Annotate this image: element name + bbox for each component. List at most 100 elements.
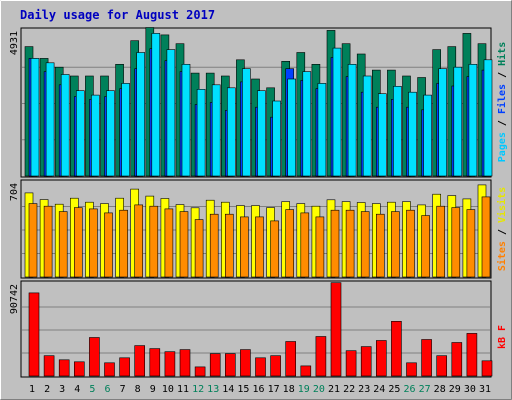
x-tick-label: 12 <box>192 384 204 395</box>
bar-kb-f <box>134 345 145 377</box>
bar-pages <box>483 59 493 177</box>
bar-sites <box>391 211 400 278</box>
legend-hits_files_pages: Pages / Files / Hits <box>496 42 508 162</box>
bar-sites <box>119 209 128 278</box>
bar-sites <box>345 209 355 278</box>
x-tick-label: 26 <box>403 384 415 395</box>
bar-sites <box>58 211 68 278</box>
x-tick-label: 3 <box>59 384 65 395</box>
bars-layer <box>24 27 493 377</box>
bar-sites <box>330 209 340 278</box>
bar-kb-f <box>360 346 372 377</box>
bar-sites <box>451 207 461 278</box>
bar-sites <box>74 207 83 278</box>
bar-sites <box>28 203 38 278</box>
bar-sites <box>179 211 189 278</box>
bar-pages <box>272 100 281 177</box>
x-tick-label: 4 <box>74 384 80 395</box>
legend-visits_sites: Sites / Visits <box>496 187 508 271</box>
bar-sites <box>89 208 98 278</box>
bar-sites <box>481 196 491 278</box>
bar-kb-f <box>300 365 312 377</box>
bar-pages <box>242 68 251 177</box>
bar-sites <box>209 213 219 278</box>
bar-sites <box>466 209 476 278</box>
x-tick-label: 29 <box>449 384 461 395</box>
x-tick-label: 23 <box>358 384 370 395</box>
x-tick-label: 19 <box>298 384 310 395</box>
bar-sites <box>240 216 249 278</box>
bar-sites <box>134 204 143 278</box>
bar-kb-f <box>43 355 55 377</box>
bar-kb-f <box>421 339 432 377</box>
bar-pages <box>106 90 115 177</box>
bar-pages <box>453 66 463 177</box>
bar-kb-f <box>58 359 70 377</box>
bar-kb-f <box>209 353 221 377</box>
x-tick-label: 13 <box>207 384 219 395</box>
bar-sites <box>406 209 415 278</box>
bar-kb-f <box>194 366 206 377</box>
bar-pages <box>181 64 191 177</box>
bar-sites <box>315 216 325 278</box>
bar-pages <box>257 90 266 177</box>
bar-pages <box>377 93 387 177</box>
bar-sites <box>164 208 174 278</box>
bar-sites <box>300 212 310 278</box>
bar-kb-f <box>375 340 387 377</box>
bar-sites <box>360 211 370 278</box>
bar-kb-f <box>89 337 100 377</box>
x-tick-label: 15 <box>237 384 249 395</box>
bar-pages <box>91 94 100 177</box>
bar-pages <box>60 74 70 177</box>
legend-entry: Hits <box>496 42 508 72</box>
bar-sites <box>194 219 204 278</box>
legend-entry: / <box>497 120 508 132</box>
legend-entry: Files <box>496 84 508 120</box>
y-max-label: 704 <box>9 183 20 201</box>
bar-sites <box>436 205 446 278</box>
bar-kb-f <box>451 342 463 377</box>
bar-kb-f <box>315 336 327 377</box>
x-tick-label: 24 <box>373 384 385 395</box>
bar-pages <box>76 90 85 177</box>
legend-entry: Visits <box>496 187 508 229</box>
x-tick-label: 25 <box>388 384 400 395</box>
x-tick-label: 18 <box>283 384 295 395</box>
x-tick-label: 11 <box>177 384 189 395</box>
bar-sites <box>270 220 279 278</box>
bar-pages <box>136 52 145 177</box>
bar-sites <box>104 212 113 278</box>
bar-kb-f <box>179 349 191 377</box>
bar-pages <box>423 94 432 177</box>
bar-kb-f <box>255 357 266 377</box>
x-tick-label: 6 <box>104 384 110 395</box>
x-tick-label: 2 <box>44 384 50 395</box>
bar-pages <box>438 68 448 177</box>
x-tick-label: 31 <box>479 384 491 395</box>
legend-entry: / <box>497 229 508 241</box>
x-tick-label: 20 <box>313 384 325 395</box>
bar-sites <box>421 215 430 278</box>
legend-entry: Pages <box>497 132 508 162</box>
x-tick-label: 9 <box>150 384 156 395</box>
bar-kb-f <box>28 292 40 377</box>
y-max-label: 4931 <box>9 31 20 55</box>
x-tick-label: 17 <box>268 384 280 395</box>
bar-kb-f <box>119 357 130 377</box>
bar-kb-f <box>285 341 297 377</box>
x-tick-label: 27 <box>419 384 431 395</box>
bar-kb-f <box>240 349 251 377</box>
bar-kb-f <box>164 351 176 377</box>
bar-pages <box>287 78 297 177</box>
legend-entry: Sites <box>496 241 508 271</box>
bar-pages <box>211 84 221 177</box>
bar-kb-f <box>436 355 448 377</box>
x-tick-label: 10 <box>162 384 174 395</box>
x-tick-label: 14 <box>222 384 234 395</box>
bar-pages <box>302 71 312 177</box>
x-tick-label: 1 <box>29 384 35 395</box>
bar-kb-f <box>406 362 417 377</box>
